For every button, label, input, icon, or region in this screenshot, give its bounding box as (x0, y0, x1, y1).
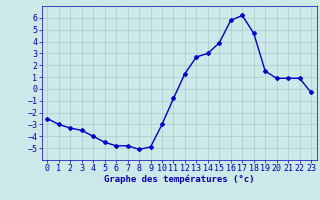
X-axis label: Graphe des températures (°c): Graphe des températures (°c) (104, 175, 254, 184)
